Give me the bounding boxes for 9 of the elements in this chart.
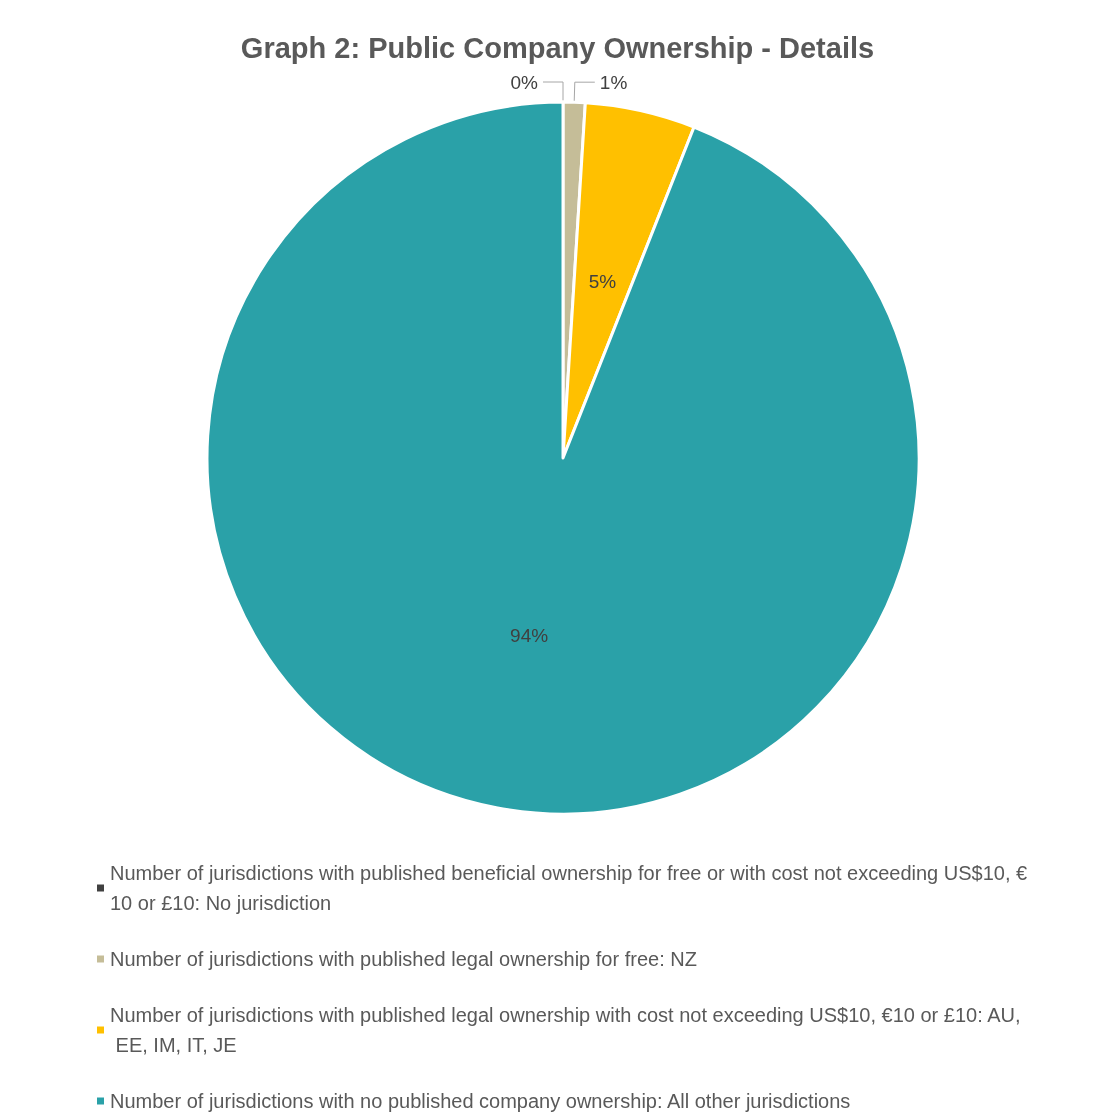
legend-label: Number of jurisdictions with published beneficial ownership for free or with cost not exceeding US$10, €10 or £10: No jurisdiction xyxy=(110,862,1028,914)
chart-title: Graph 2: Public Company Ownership - Details xyxy=(240,31,875,64)
data-label: 1% xyxy=(599,71,628,93)
data-label: 94% xyxy=(510,625,549,647)
legend-label: Number of jurisdictions with published legal ownership with cost not exceeding US$10, €10 or £10: AU, EE, IM, IT, JE xyxy=(110,1004,1021,1056)
legend-label: Number of jurisdictions with no published company ownership: All other jurisdictions xyxy=(110,1090,851,1112)
text: 0% xyxy=(510,71,538,93)
data-label: 5% xyxy=(588,270,617,292)
legend-label: Number of jurisdictions with published legal ownership for free: NZ xyxy=(110,948,697,970)
